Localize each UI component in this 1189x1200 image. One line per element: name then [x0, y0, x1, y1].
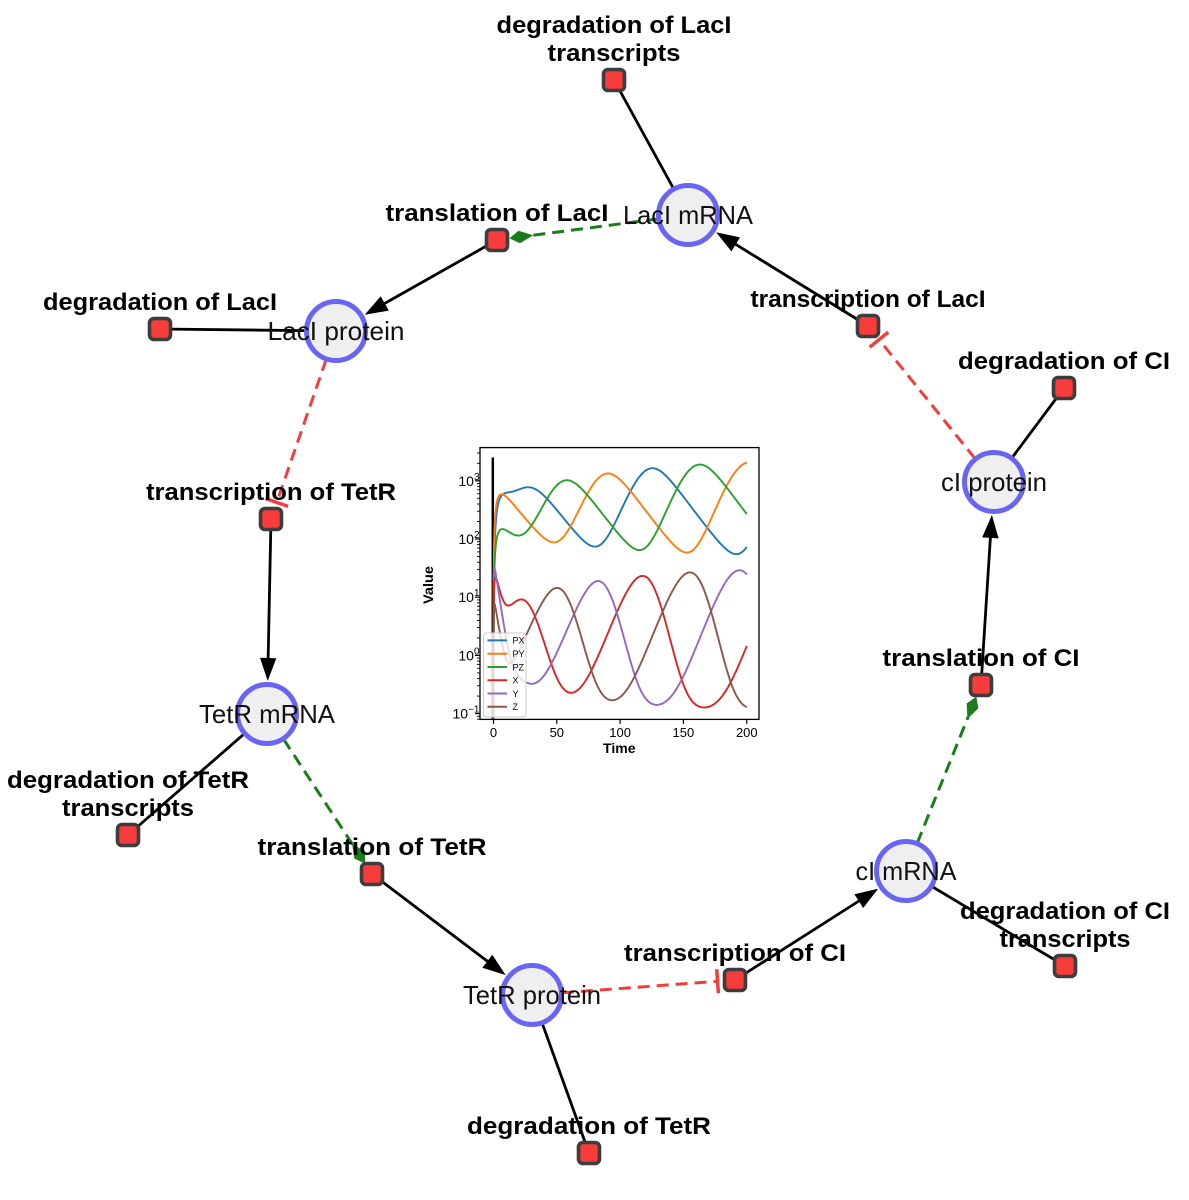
svg-text:transcription of TetR: transcription of TetR	[146, 479, 396, 506]
svg-text:LacI protein: LacI protein	[268, 316, 405, 346]
svg-text:PY: PY	[513, 649, 525, 659]
svg-text:150: 150	[673, 725, 695, 740]
svg-text:transcripts: transcripts	[62, 795, 194, 822]
svg-text:0: 0	[490, 725, 497, 740]
svg-text:degradation of LacI: degradation of LacI	[43, 289, 277, 316]
svg-text:Z: Z	[513, 702, 519, 712]
svg-text:translation of CI: translation of CI	[883, 645, 1080, 672]
svg-text:transcripts: transcripts	[1000, 926, 1131, 953]
svg-text:transcripts: transcripts	[548, 40, 681, 67]
svg-text:transcription of LacI: transcription of LacI	[751, 286, 986, 313]
svg-text:transcription of CI: transcription of CI	[624, 940, 846, 967]
svg-text:cI mRNA: cI mRNA	[856, 856, 958, 886]
svg-text:200: 200	[736, 725, 758, 740]
svg-text:Time: Time	[603, 741, 636, 756]
svg-text:Value: Value	[421, 565, 436, 604]
svg-text:degradation of TetR: degradation of TetR	[7, 767, 249, 794]
svg-text:degradation of TetR: degradation of TetR	[467, 1113, 711, 1140]
svg-text:translation of LacI: translation of LacI	[386, 200, 609, 227]
svg-text:X: X	[513, 676, 519, 686]
svg-text:degradation of CI: degradation of CI	[960, 898, 1170, 925]
svg-text:LacI mRNA: LacI mRNA	[623, 200, 754, 230]
svg-text:100: 100	[609, 725, 631, 740]
svg-text:TetR mRNA: TetR mRNA	[199, 699, 336, 729]
svg-text:translation of TetR: translation of TetR	[258, 834, 487, 861]
svg-text:Y: Y	[513, 689, 519, 699]
svg-text:50: 50	[550, 725, 564, 740]
svg-text:cI protein: cI protein	[941, 467, 1047, 497]
svg-text:TetR protein: TetR protein	[463, 980, 601, 1010]
svg-text:degradation of LacI: degradation of LacI	[497, 12, 732, 39]
svg-text:PX: PX	[513, 636, 525, 646]
svg-text:PZ: PZ	[513, 662, 525, 672]
svg-text:degradation of CI: degradation of CI	[958, 348, 1170, 375]
